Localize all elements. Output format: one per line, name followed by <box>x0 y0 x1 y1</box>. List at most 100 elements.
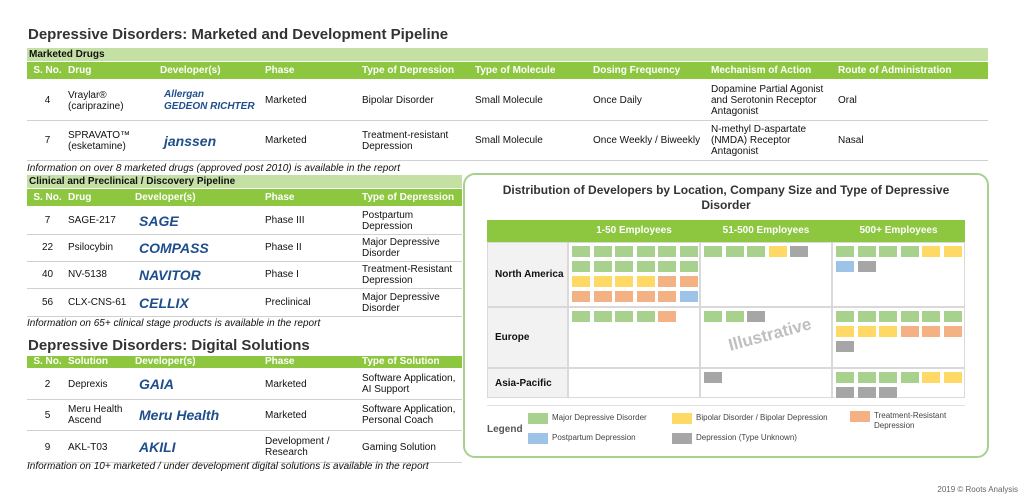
grid-cell <box>568 242 700 307</box>
developer-square <box>942 310 963 323</box>
grid-row-label-cell <box>487 242 568 307</box>
cell: NV-5138 <box>68 269 107 280</box>
developer-square <box>678 260 699 273</box>
grid-cell <box>832 307 965 368</box>
cell: Psilocybin <box>68 242 114 253</box>
developer-square <box>856 245 877 258</box>
cell: Nasal <box>838 135 864 146</box>
cell: Postpartum Depression <box>362 209 414 232</box>
logo: GAIA <box>139 376 174 392</box>
developer-square <box>635 275 656 288</box>
legend-box <box>487 405 965 445</box>
developer-square <box>678 245 699 258</box>
cell: Treatment-Resistant Depression <box>362 263 453 286</box>
column-header: Type of Solution <box>362 356 440 367</box>
cell: Dopamine Partial Agonist and Serotonin R… <box>711 84 824 117</box>
cell: Small Molecule <box>475 95 543 106</box>
cell: Vraylar® (cariprazine) <box>68 89 124 112</box>
developer-square <box>835 325 855 338</box>
section-bar: Marketed Drugs <box>27 48 988 61</box>
legend-swatch <box>528 413 548 424</box>
developer-square <box>657 290 677 303</box>
cell: Phase II <box>265 242 302 253</box>
grid-cell <box>568 368 700 398</box>
developer-logos: Meru Health <box>135 400 261 430</box>
legend-label: Bipolar Disorder / Bipolar Depression <box>696 413 828 422</box>
developer-square <box>899 245 920 258</box>
cell: Marketed <box>265 378 307 390</box>
grid-row-label: North America <box>495 269 564 280</box>
column-header: S. No. <box>33 192 62 203</box>
cell: Software Application, Personal Coach <box>362 404 456 426</box>
grid-cell <box>832 242 965 307</box>
cell: Development / Research <box>265 436 330 458</box>
grid-cell <box>568 307 700 368</box>
note: Information on over 8 marketed drugs (ap… <box>27 163 400 174</box>
column-header: Type of Depression <box>362 65 455 76</box>
developer-square <box>592 310 613 323</box>
developer-square <box>657 245 677 258</box>
cell: 7 <box>44 215 51 226</box>
developer-square <box>614 260 634 273</box>
row-separator <box>27 160 988 161</box>
grid-row-label-cell <box>487 307 568 368</box>
cell: Bipolar Disorder <box>362 95 434 106</box>
developer-square <box>592 245 613 258</box>
legend-swatch <box>850 411 870 422</box>
cell: Treatment-resistant Depression <box>362 129 449 152</box>
legend-label: Postpartum Depression <box>552 433 636 442</box>
logo: Meru Health <box>139 407 220 423</box>
developer-logos: Allergan GEDEON RICHTER <box>160 81 261 120</box>
grid-header <box>487 220 965 242</box>
developer-square <box>921 245 941 258</box>
developer-square <box>789 245 809 258</box>
developer-square <box>767 245 788 258</box>
developer-square <box>614 290 634 303</box>
developer-square <box>657 310 677 323</box>
grid-row-label: Asia-Pacific <box>495 377 552 389</box>
cell: SAGE-217 <box>68 215 116 226</box>
developer-square <box>571 245 591 258</box>
cell: Software Application, AI Support <box>362 373 456 395</box>
developer-square <box>835 260 855 273</box>
developer-square <box>856 325 877 338</box>
developer-square <box>878 245 898 258</box>
grid-row-label: Europe <box>495 332 530 343</box>
row-separator <box>27 430 462 431</box>
developer-square <box>856 371 877 384</box>
developer-square <box>878 386 898 399</box>
developer-square <box>678 290 699 303</box>
column-header: Phase <box>265 65 295 76</box>
developer-square <box>878 310 898 323</box>
legend-label: Treatment-Resistant Depression <box>874 411 947 430</box>
header-row <box>27 356 462 368</box>
row-separator <box>27 234 462 235</box>
grid-cell <box>832 368 965 398</box>
developer-square <box>835 340 855 353</box>
cell: Preclinical <box>265 297 311 308</box>
grid-cell <box>700 242 832 307</box>
cell: AKL-T03 <box>68 441 108 453</box>
developer-square <box>635 290 656 303</box>
legend-label: Major Depressive Disorder <box>552 413 647 422</box>
note: Information on 10+ marketed / under deve… <box>27 461 429 472</box>
cell: Small Molecule <box>475 135 543 146</box>
developer-square <box>678 275 699 288</box>
cell: Phase I <box>265 269 299 280</box>
developer-square <box>657 260 677 273</box>
cell: Once Daily <box>593 95 642 106</box>
digital-title: Depressive Disorders: Digital Solutions <box>28 337 310 354</box>
developer-square <box>703 245 723 258</box>
developer-square <box>614 310 634 323</box>
developer-square <box>942 325 963 338</box>
legend-swatch <box>672 413 692 424</box>
cell: Meru Health Ascend <box>68 404 123 426</box>
developer-square <box>942 245 963 258</box>
column-header: Mechanism of Action <box>711 65 812 76</box>
developer-logos: AKILI <box>135 432 261 462</box>
developer-square <box>856 310 877 323</box>
developer-square <box>835 386 855 399</box>
column-header: Phase <box>265 192 295 203</box>
cell: 56 <box>41 297 54 308</box>
